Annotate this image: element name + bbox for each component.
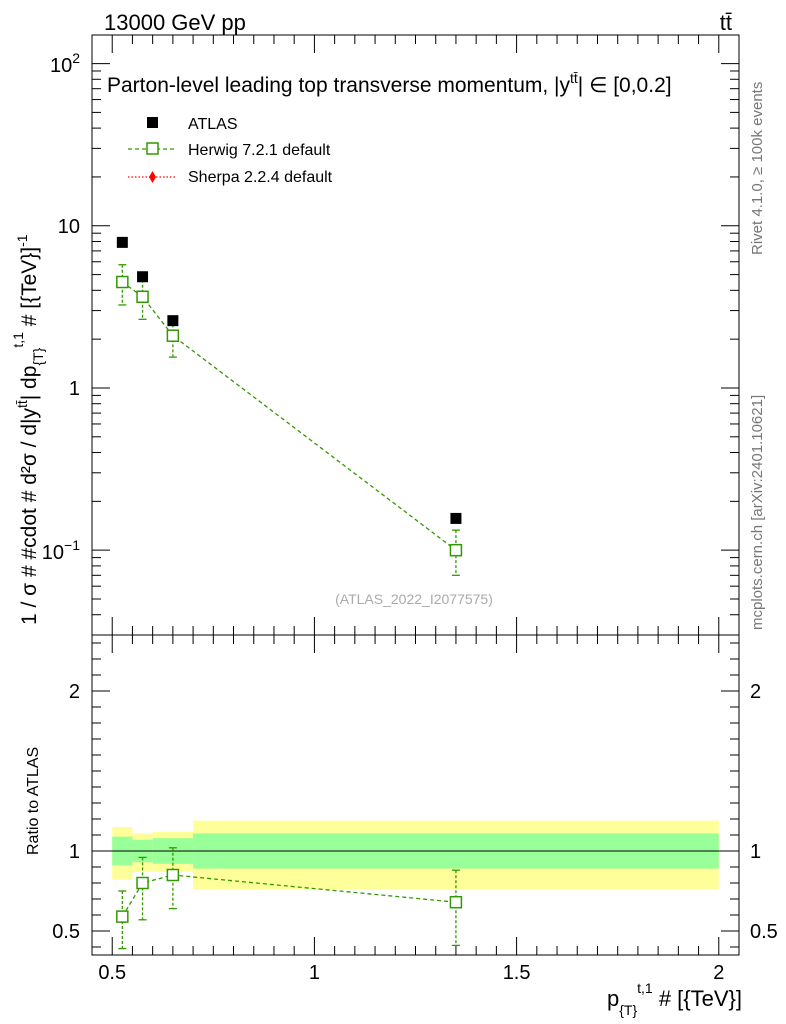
chart-title-tail: | ∈ [0,0.2]	[578, 74, 672, 97]
herwig-ratio-point	[449, 895, 463, 909]
ratio-y-tick-label: 2	[69, 681, 80, 703]
herwig-line	[121, 281, 457, 551]
ratio-panel-frame	[91, 634, 740, 956]
ratio-uncertainty-bands	[112, 820, 719, 890]
ratio-tick-labels: 0.5 0.5 1 1 2 2 0.5 1 1.5 2	[52, 681, 778, 984]
legend-herwig-marker	[146, 142, 159, 155]
chart-title-superscript: tt̄	[570, 70, 578, 86]
header-energy-label: 13000 GeV pp	[104, 10, 246, 35]
ratio-y-tick-label-right: 2	[750, 681, 761, 703]
x-tick-label: 0.5	[98, 962, 126, 984]
mcplots-source-label: mcplots.cern.ch [arXiv:2401.10621]	[749, 395, 766, 630]
legend-sherpa-marker	[149, 171, 156, 183]
y-tick-label-10: 10	[58, 216, 80, 238]
chart-title: Parton-level leading top transverse mome…	[107, 70, 672, 97]
y-tick-label-0p1: 10−1	[42, 537, 80, 564]
herwig-data-point	[136, 290, 149, 304]
main-data-layer	[116, 236, 463, 576]
herwig-ratio-point	[136, 876, 149, 890]
y-tick-label-100: 102	[50, 50, 80, 77]
legend: ATLAS Herwig 7.2.1 default Sherpa 2.2.4 …	[128, 116, 333, 186]
atlas-data-point	[137, 271, 149, 283]
atlas-data-point	[167, 315, 179, 327]
herwig-data-point	[116, 275, 129, 289]
main-axis-ticks	[91, 35, 740, 636]
rivet-version-label: Rivet 4.1.0, ≥ 100k events	[749, 82, 766, 255]
x-axis-label: p{T}t,1 # [{TeV}]	[607, 980, 742, 1018]
legend-sherpa-label: Sherpa 2.2.4 default	[188, 169, 333, 186]
ratio-axis-ticks	[91, 635, 740, 955]
ratio-y-tick-label: 0.5	[52, 921, 80, 943]
ratio-y-axis-label: Ratio to ATLAS	[25, 747, 42, 855]
atlas-data-point	[116, 236, 128, 248]
herwig-ratio-line	[121, 874, 456, 917]
ratio-data-layer	[116, 847, 463, 950]
ratio-y-tick-label: 1	[69, 841, 80, 863]
analysis-id-watermark: (ATLAS_2022_I2077575)	[335, 591, 493, 607]
header-process-label: tt̄	[720, 10, 732, 35]
x-tick-label: 1.5	[503, 962, 531, 984]
legend-atlas-label: ATLAS	[188, 116, 238, 133]
herwig-data-point	[166, 329, 180, 342]
herwig-ratio-point	[166, 868, 180, 882]
legend-herwig-label: Herwig 7.2.1 default	[188, 142, 331, 159]
y-tick-label-1: 1	[69, 378, 80, 400]
x-tick-label: 1	[309, 962, 320, 984]
herwig-data-point	[449, 543, 463, 557]
ratio-y-tick-label-right: 0.5	[750, 921, 778, 943]
main-y-axis-label: 1 / σ # #cdot # d²σ / d|ytt̄| dp{T}t,1 #…	[10, 234, 46, 625]
x-tick-label: 2	[713, 962, 724, 984]
chart-title-main: Parton-level leading top transverse mome…	[107, 74, 571, 97]
legend-atlas-marker	[147, 117, 158, 128]
herwig-ratio-point	[116, 910, 129, 923]
atlas-data-point	[450, 512, 462, 524]
ratio-y-tick-label-right: 1	[750, 841, 761, 863]
